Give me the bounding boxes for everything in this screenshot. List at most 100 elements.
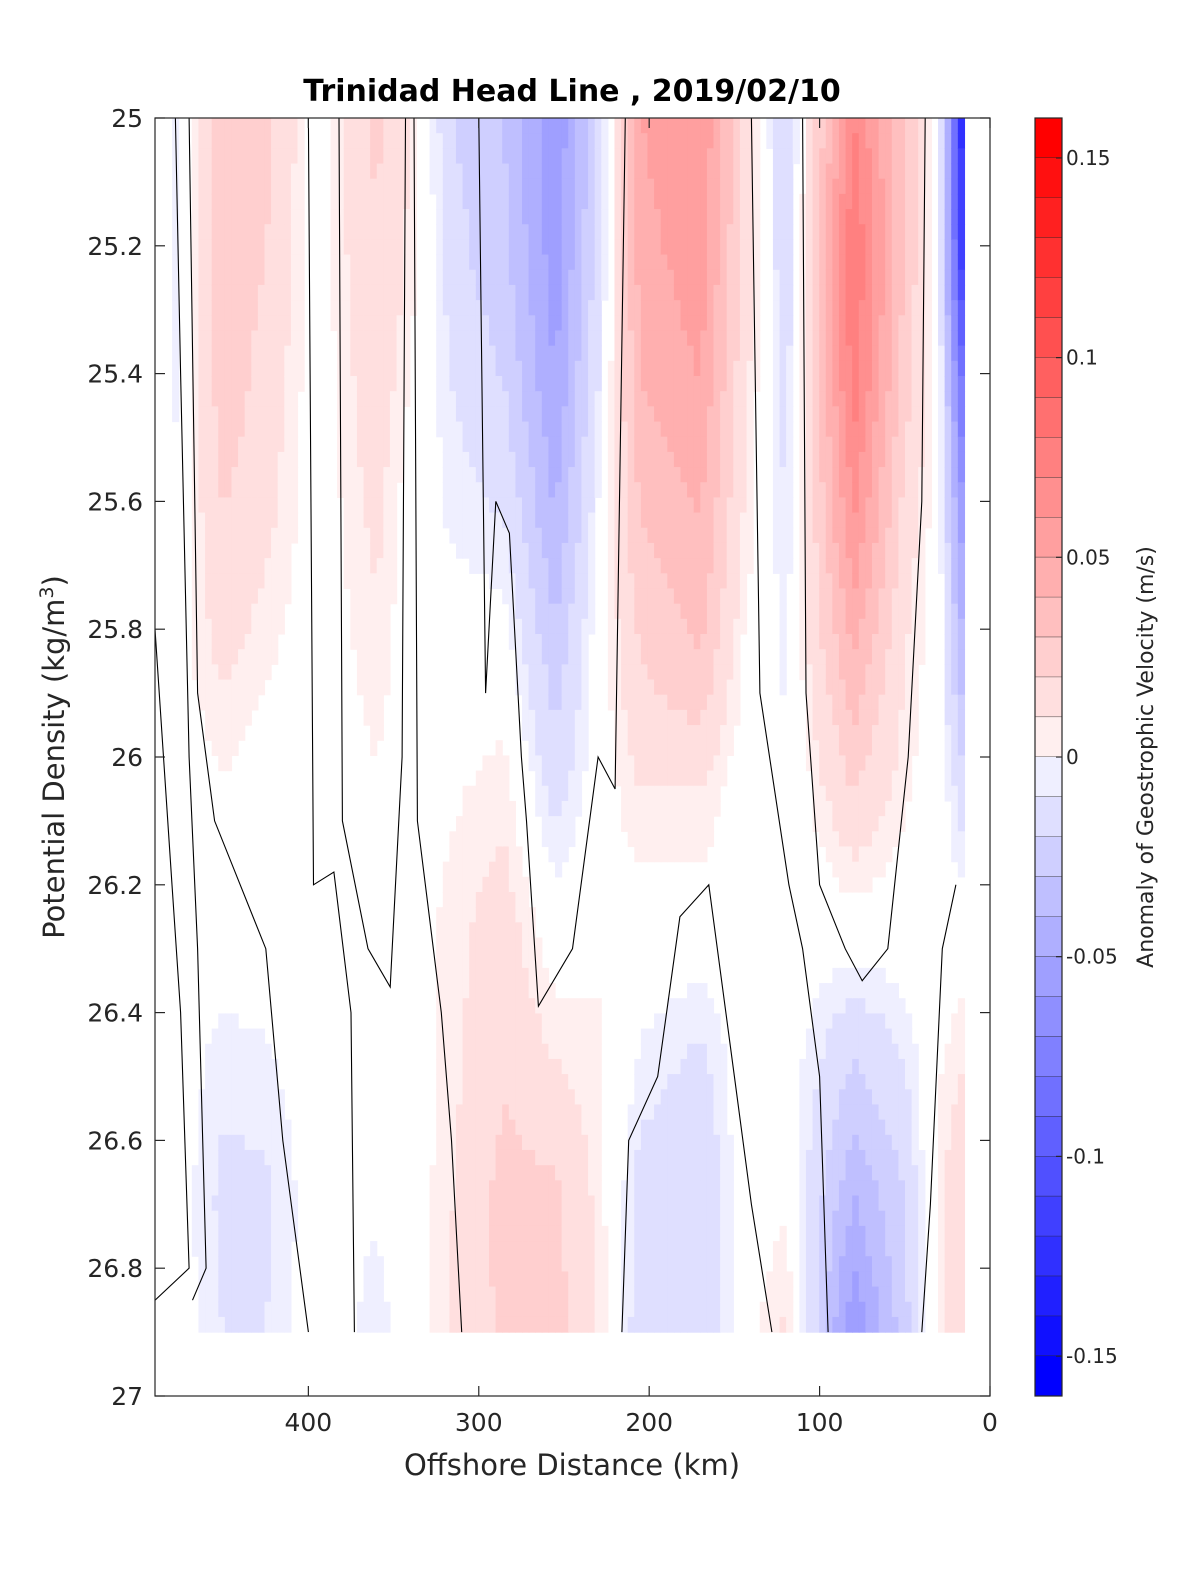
field-cell: [257, 1089, 266, 1106]
field-cell: [660, 1134, 668, 1151]
field-cell: [495, 467, 503, 483]
field-cell: [469, 512, 477, 529]
field-cell: [779, 330, 787, 347]
field-cell: [832, 709, 840, 726]
field-cell: [475, 861, 483, 878]
field-cell: [647, 300, 655, 316]
field-cell: [654, 315, 662, 332]
field-cell: [574, 269, 583, 286]
field-cell: [343, 163, 351, 180]
field-cell: [693, 725, 701, 741]
field-cell: [198, 406, 206, 423]
field-cell: [211, 421, 219, 438]
field-cell: [508, 406, 517, 423]
field-cell: [172, 209, 180, 225]
field-cell: [475, 1256, 483, 1272]
field-cell: [251, 148, 259, 165]
field-cell: [832, 421, 840, 438]
field-cell: [588, 436, 596, 453]
field-cell: [515, 345, 523, 362]
field-cell: [271, 573, 279, 590]
field-cell: [462, 1149, 470, 1166]
field-cell: [535, 1195, 543, 1212]
field-cell: [205, 633, 213, 650]
field-cell: [779, 1316, 787, 1333]
field-cell: [614, 709, 622, 726]
field-cell: [541, 391, 550, 407]
field-cell: [436, 300, 444, 316]
field-cell: [198, 1210, 206, 1227]
field-cell: [238, 391, 246, 407]
field-cell: [713, 558, 721, 574]
field-cell: [508, 558, 517, 574]
field-cell: [284, 1119, 292, 1136]
field-cell: [647, 451, 655, 468]
field-cell: [779, 376, 787, 392]
field-cell: [482, 998, 490, 1014]
field-cell: [838, 861, 847, 878]
field-cell: [627, 209, 635, 225]
field-cell: [475, 1089, 483, 1106]
field-cell: [634, 330, 642, 347]
field-cell: [475, 482, 483, 499]
field-cell: [568, 315, 576, 332]
field-cell: [548, 118, 556, 134]
field-cell: [231, 573, 239, 590]
field-cell: [224, 1286, 233, 1303]
field-cell: [720, 148, 728, 165]
field-cell: [581, 254, 589, 271]
field-cell: [713, 1271, 721, 1288]
field-cell: [720, 755, 728, 772]
field-cell: [238, 1210, 246, 1227]
field-cell: [541, 633, 550, 650]
field-cell: [231, 193, 239, 210]
field-cell: [627, 1134, 635, 1151]
field-cell: [356, 300, 365, 316]
field-cell: [264, 1149, 272, 1166]
field-cell: [409, 284, 417, 301]
field-cell: [462, 315, 470, 332]
field-cell: [482, 482, 490, 499]
field-cell: [522, 436, 530, 453]
field-cell: [449, 846, 457, 863]
field-cell: [574, 345, 583, 362]
field-cell: [508, 467, 517, 483]
field-cell: [535, 148, 543, 165]
field-cell: [271, 588, 279, 605]
field-cell: [832, 1104, 840, 1121]
field-cell: [238, 618, 246, 635]
field-cell: [284, 1241, 292, 1257]
field-cell: [541, 998, 550, 1014]
field-cell: [469, 998, 477, 1014]
field-cell: [191, 209, 200, 225]
field-cell: [634, 1195, 642, 1212]
field-cell: [277, 360, 285, 377]
field-cell: [555, 1134, 563, 1151]
field-cell: [495, 998, 503, 1014]
field-cell: [832, 1074, 840, 1090]
field-cell: [205, 1210, 213, 1227]
field-cell: [819, 482, 827, 499]
field-cell: [489, 209, 497, 225]
field-cell: [594, 391, 602, 407]
field-cell: [383, 209, 391, 225]
field-cell: [403, 315, 411, 332]
field-cell: [594, 1104, 602, 1121]
field-cell: [581, 998, 589, 1014]
field-cell: [673, 178, 682, 195]
field-cell: [482, 1301, 490, 1318]
field-cell: [640, 846, 649, 863]
field-cell: [825, 1149, 833, 1166]
field-cell: [680, 1043, 688, 1060]
field-cell: [647, 482, 655, 499]
field-cell: [482, 1104, 490, 1121]
field-cell: [257, 406, 266, 423]
field-cell: [442, 983, 450, 999]
field-cell: [561, 1180, 569, 1197]
field-cell: [218, 254, 226, 271]
field-cell: [838, 1301, 847, 1318]
field-cell: [548, 512, 556, 529]
field-cell: [370, 360, 378, 377]
field-cell: [825, 983, 833, 999]
field-cell: [205, 133, 213, 149]
